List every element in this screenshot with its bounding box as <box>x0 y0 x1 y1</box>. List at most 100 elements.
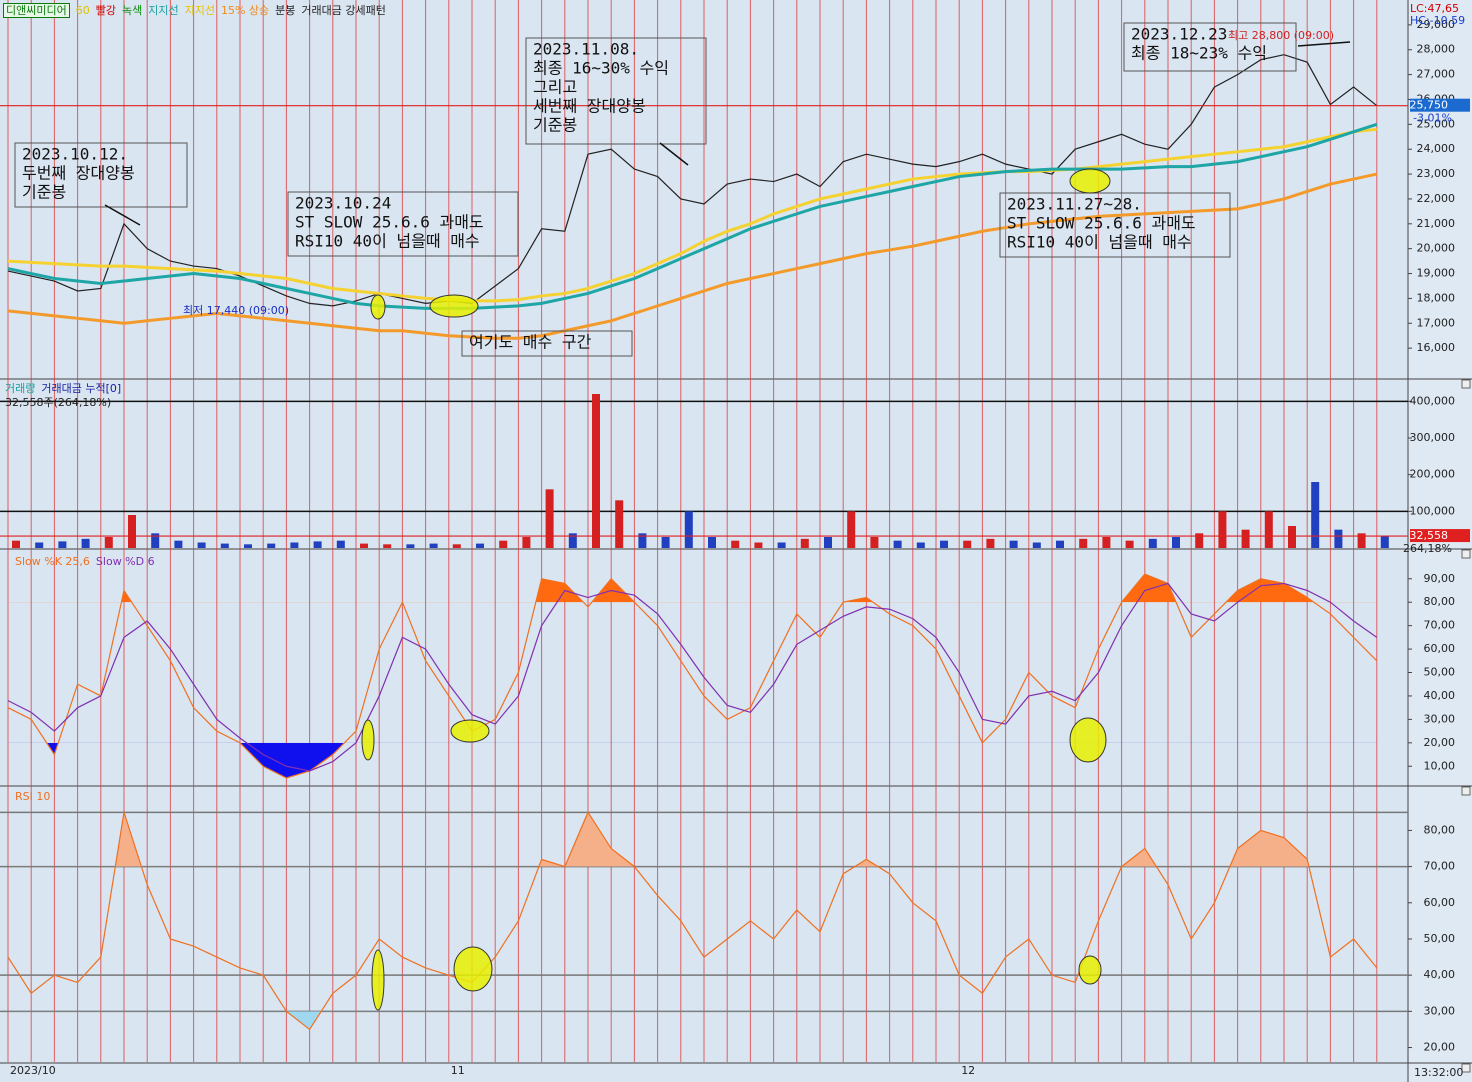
bar <box>1172 537 1180 548</box>
line <box>7 54 1378 307</box>
annotation: ST SLOW 25.6.6 과매도 <box>1007 214 1196 233</box>
arrow <box>659 142 689 166</box>
bar <box>267 543 276 548</box>
bar <box>1357 533 1366 548</box>
bar <box>893 540 902 548</box>
annotation: 여기도 매수 구간 <box>469 333 592 352</box>
bar <box>684 511 693 548</box>
highlight <box>1069 168 1111 194</box>
volume-note: 32,558주(264,18%) <box>5 396 112 409</box>
bar <box>916 542 925 548</box>
annotation: 기준봉 <box>533 116 577 135</box>
line <box>7 122 1378 310</box>
y-tick-label: 60,00 <box>1424 642 1456 655</box>
y-tick-label: 80,00 <box>1424 595 1456 608</box>
bar <box>777 542 786 548</box>
highlight <box>450 719 490 743</box>
y-tick-label: 200,000 <box>1410 468 1456 481</box>
highlight <box>1078 955 1102 985</box>
panel-button <box>1461 786 1471 796</box>
bar <box>708 537 716 548</box>
y-tick-label: 90,00 <box>1424 572 1456 585</box>
annotation: 최종 16~30% 수익 <box>533 59 669 78</box>
bar <box>592 394 600 548</box>
current-label: 32,558 <box>1410 529 1449 542</box>
header-item: 빨강 <box>95 4 116 17</box>
bar <box>1009 540 1018 548</box>
bar <box>1380 536 1389 548</box>
bar <box>661 537 670 548</box>
stoch-header: Slow %K 25,6 Slow %D 6 <box>15 555 161 568</box>
line <box>7 573 1378 779</box>
x-tick-label: 12 <box>961 1064 975 1077</box>
bar <box>1195 533 1204 548</box>
panel-button <box>1461 1063 1471 1073</box>
annotation: 2023.11.27~28. <box>1007 195 1142 214</box>
bar <box>81 538 90 548</box>
bar <box>1102 537 1111 548</box>
bar <box>1148 538 1157 548</box>
legend: Slow %K 25,6 <box>15 555 90 568</box>
bar <box>940 540 948 548</box>
x-tick-label: 2023/10 <box>10 1064 56 1077</box>
annotation: 2023.12.23 <box>1131 25 1227 44</box>
highlight <box>370 294 386 320</box>
y-tick-label: 17,000 <box>1417 316 1456 329</box>
line <box>7 127 1377 303</box>
bar <box>499 540 508 548</box>
current-sub: -3,01% <box>1413 112 1452 125</box>
bar <box>1032 542 1041 548</box>
header-item: 분봉 <box>275 4 296 17</box>
hc: HC:-10,59 <box>1410 14 1466 27</box>
bar <box>1079 538 1088 548</box>
low-label: 최저 17,440 (09:00) <box>183 304 289 317</box>
overbought-fill <box>8 812 1377 867</box>
y-tick-label: 60,00 <box>1424 896 1456 909</box>
bar <box>58 541 67 548</box>
annotation: 그리고 <box>533 78 577 97</box>
lc: LC:47,65 <box>1410 2 1460 15</box>
bar <box>104 537 113 548</box>
y-tick-label: 23,000 <box>1417 167 1456 180</box>
bar <box>870 537 879 548</box>
y-tick-label: 29,000 <box>1417 18 1456 31</box>
panel-button <box>1461 549 1471 559</box>
y-tick-label: 28,000 <box>1417 43 1456 56</box>
current-tag <box>1410 529 1470 543</box>
y-tick-label: 20,00 <box>1424 1041 1456 1054</box>
bar <box>615 500 624 548</box>
y-tick-label: 27,000 <box>1417 68 1456 81</box>
legend: 거래대금 누적[0] <box>41 382 122 395</box>
y-tick-label: 40,00 <box>1424 968 1456 981</box>
y-tick-label: 300,000 <box>1410 431 1456 444</box>
y-tick-label: 80,00 <box>1424 823 1456 836</box>
annotation: RSI10 40이 넘을때 매수 <box>295 232 480 251</box>
line <box>7 582 1378 772</box>
highlight <box>371 949 385 1011</box>
annotation-box <box>14 142 188 208</box>
annotation: RSI10 40이 넘을때 매수 <box>1007 233 1192 252</box>
header-item: 15% 상승 <box>220 4 270 17</box>
arrow <box>1297 41 1351 47</box>
bar <box>360 543 368 548</box>
header-item: 녹색 <box>121 4 143 17</box>
bar <box>800 538 809 548</box>
bar <box>1218 511 1227 548</box>
annotation-box <box>999 192 1231 258</box>
price-header: 디앤씨미디어 60 빨강 녹색 지지선 지지선 15% 상승 분봉 거래대금 강세패턴 <box>3 2 392 18</box>
bar <box>290 542 299 548</box>
bar <box>174 540 183 548</box>
highlight <box>1069 717 1107 763</box>
bar <box>1241 529 1250 548</box>
bar <box>1056 540 1064 548</box>
current-tag <box>1410 98 1470 112</box>
y-tick-label: 20,00 <box>1424 736 1456 749</box>
bar <box>731 540 740 548</box>
high-label: 최고 28,800 (09:00) <box>1228 29 1334 42</box>
y-tick-label: 50,00 <box>1424 666 1456 679</box>
volume-header: 거래량 거래대금 누적[0] <box>5 380 127 396</box>
bar <box>847 511 856 548</box>
legend: 거래량 <box>5 382 36 395</box>
y-tick-label: 24,000 <box>1417 142 1456 155</box>
annotation: 2023.10.24 <box>295 194 391 213</box>
